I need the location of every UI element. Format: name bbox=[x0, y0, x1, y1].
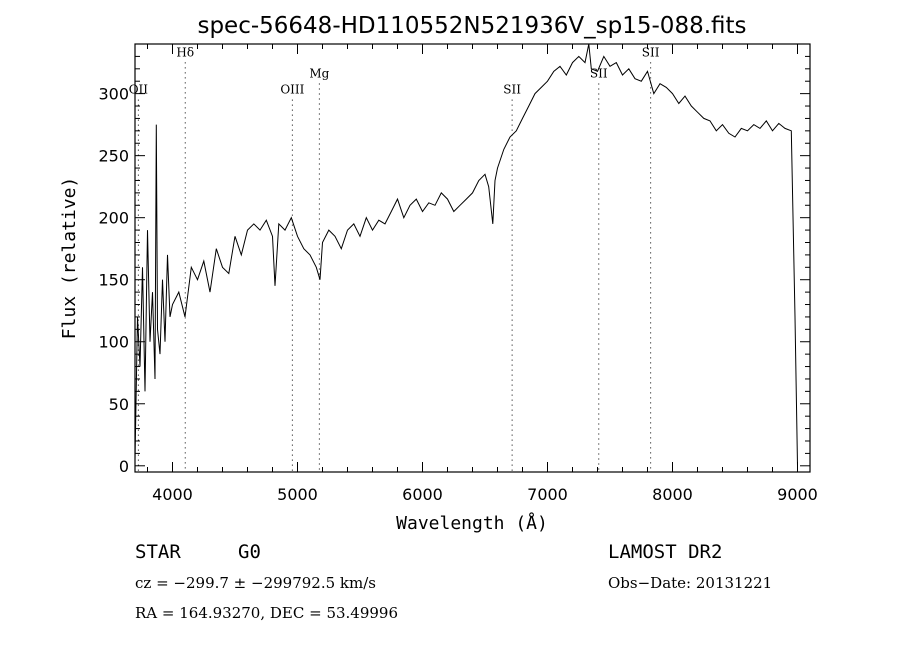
object-class: STAR bbox=[135, 541, 181, 563]
y-tick-label: 250 bbox=[98, 147, 129, 166]
object-subclass: G0 bbox=[238, 541, 261, 563]
x-tick-label: 9000 bbox=[777, 485, 818, 504]
spectral-line-label: Mg bbox=[309, 66, 329, 80]
x-tick-label: 5000 bbox=[277, 485, 318, 504]
x-tick-label: 7000 bbox=[527, 485, 568, 504]
spectral-line-label: OII bbox=[129, 83, 149, 97]
spectral-line-label: OIII bbox=[280, 83, 304, 97]
spectral-line-label: Hδ bbox=[176, 45, 194, 59]
x-tick-label: 8000 bbox=[652, 485, 693, 504]
axis-ticks: 4000 5000 6000 7000 8000 9000 0 50 100 150 200 250 3… bbox=[98, 44, 818, 504]
y-tick-label: 200 bbox=[98, 209, 129, 228]
cz-readout: cz = −299.7 ± −299792.5 km/s bbox=[135, 574, 376, 592]
x-tick-label: 4000 bbox=[152, 485, 193, 504]
y-tick-label: 300 bbox=[98, 85, 129, 104]
chart-title: spec-56648-HD110552N521936V_sp15-088.fit… bbox=[197, 13, 746, 39]
y-axis-label: Flux (relative) bbox=[59, 177, 80, 340]
spectrum-chart: spec-56648-HD110552N521936V_sp15-088.fit… bbox=[59, 13, 818, 534]
survey-name: LAMOST DR2 bbox=[608, 541, 723, 563]
coordinates: RA = 164.93270, DEC = 53.49996 bbox=[135, 604, 399, 622]
x-tick-label: 6000 bbox=[402, 485, 443, 504]
y-tick-label: 150 bbox=[98, 271, 129, 290]
y-tick-label: 100 bbox=[98, 333, 129, 352]
y-tick-label: 50 bbox=[109, 395, 129, 414]
spectral-line-label: SII bbox=[642, 45, 660, 59]
spectrum-series-line bbox=[134, 43, 798, 466]
y-tick-label: 0 bbox=[119, 457, 129, 476]
x-axis-label: Wavelength (Å) bbox=[396, 512, 548, 534]
spectral-line-label: SII bbox=[503, 83, 521, 97]
obs-date: Obs−Date: 20131221 bbox=[608, 574, 773, 592]
plot-frame bbox=[134, 43, 811, 473]
